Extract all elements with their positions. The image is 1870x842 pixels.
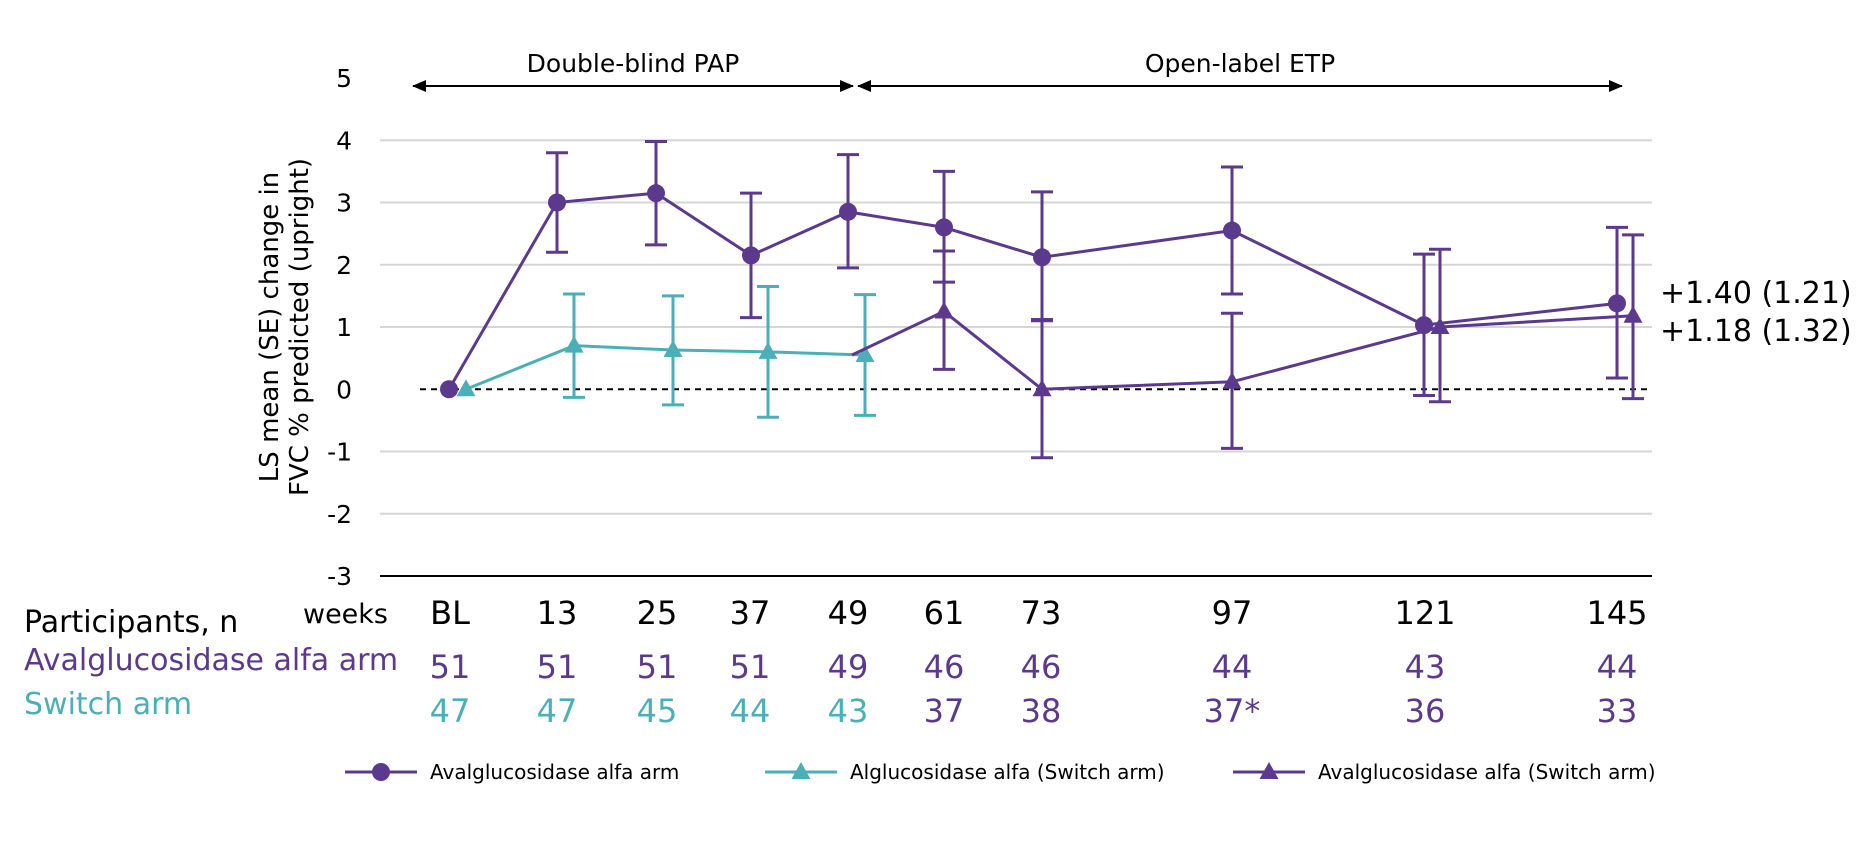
x-tick-label: 49 <box>828 594 869 632</box>
y-tick-label: 0 <box>336 375 352 404</box>
table-cell: 51 <box>537 648 578 686</box>
series-2 <box>851 233 1644 460</box>
table-cell: 36 <box>1405 692 1446 730</box>
table-cell: 44 <box>1212 648 1253 686</box>
table-cell: 43 <box>828 692 869 730</box>
y-tick-label: -3 <box>327 562 352 591</box>
legend-label: Avalglucosidase alfa arm <box>430 760 679 784</box>
table-cell: 47 <box>430 692 471 730</box>
series-1 <box>456 285 876 419</box>
x-tick-label: 13 <box>537 594 578 632</box>
table-row-label: Avalglucosidase alfa arm <box>24 643 398 678</box>
data-point <box>742 246 760 265</box>
x-axis-label: weeks <box>303 599 388 630</box>
x-tick-label: 37 <box>730 594 771 632</box>
x-tick-label: 121 <box>1394 594 1455 632</box>
data-point <box>1623 305 1643 323</box>
table-cell: 33 <box>1597 692 1638 730</box>
series-group <box>440 139 1644 460</box>
data-point <box>663 340 683 358</box>
data-point <box>1223 221 1241 240</box>
series-line <box>465 344 866 391</box>
table-cell: 47 <box>537 692 578 730</box>
end-labels: +1.40 (1.21)+1.18 (1.32) <box>1660 276 1852 349</box>
legend-label: Avalglucosidase alfa (Switch arm) <box>1318 760 1656 784</box>
y-label-line-1: LS mean (SE) change in <box>255 172 285 482</box>
table-cell: 37* <box>1204 692 1261 730</box>
table-header: Participants, n <box>24 605 238 640</box>
table-cell: 45 <box>637 692 678 730</box>
data-point <box>1608 294 1626 313</box>
y-tick-label: -2 <box>327 500 352 529</box>
x-tick-label: 25 <box>637 594 678 632</box>
end-label: +1.40 (1.21) <box>1660 276 1852 311</box>
legend-label: Alglucosidase alfa (Switch arm) <box>850 760 1165 784</box>
table-cell: 51 <box>637 648 678 686</box>
phase-label: Open-label ETP <box>1145 49 1335 78</box>
series-line <box>447 191 1618 391</box>
data-point <box>935 218 953 237</box>
data-point <box>1430 317 1450 334</box>
data-point <box>440 380 458 399</box>
y-axis: 5 4 3 2 1 0 -1 -2 -3 <box>327 64 352 591</box>
table-cell: 51 <box>430 648 471 686</box>
table-cell: 51 <box>730 648 771 686</box>
table-cell: 46 <box>924 648 965 686</box>
y-tick-label: 4 <box>336 126 352 155</box>
data-point <box>934 301 954 319</box>
series-line <box>851 309 1634 391</box>
data-point <box>855 345 875 363</box>
data-point <box>1033 248 1051 267</box>
y-tick-label: 3 <box>336 189 352 218</box>
phase-annotations: Double-blind PAP Open-label ETP <box>412 49 1623 92</box>
data-point <box>1259 762 1279 779</box>
table-cell: 44 <box>1597 648 1638 686</box>
x-tick-label: 97 <box>1212 594 1253 632</box>
y-axis-label: LS mean (SE) change inFVC % predicted (u… <box>255 158 315 496</box>
table-cell: 46 <box>1021 648 1062 686</box>
x-tick-label: 145 <box>1586 594 1647 632</box>
data-point <box>548 193 566 212</box>
data-point <box>758 341 778 359</box>
series-0 <box>440 139 1628 399</box>
table-cell: 38 <box>1021 692 1062 730</box>
data-point <box>1032 379 1052 397</box>
y-label-line-2: FVC % predicted (upright) <box>285 158 315 496</box>
legend: Avalglucosidase alfa arm Alglucosidase al… <box>345 760 1656 784</box>
y-tick-label: 2 <box>336 251 352 280</box>
data-point <box>647 184 665 203</box>
x-tick-label: 61 <box>924 594 965 632</box>
grid-lines <box>380 139 1652 577</box>
end-label: +1.18 (1.32) <box>1660 314 1852 349</box>
data-point <box>564 335 584 353</box>
x-tick-label: BL <box>430 594 470 632</box>
legend-marker <box>372 763 390 781</box>
table-cell: 37 <box>924 692 965 730</box>
table-row-label: Switch arm <box>24 687 192 722</box>
table-cell: 49 <box>828 648 869 686</box>
y-tick-label: 5 <box>336 64 352 93</box>
x-tick-label: 73 <box>1021 594 1062 632</box>
y-tick-label: -1 <box>327 438 352 467</box>
y-tick-label: 1 <box>336 313 352 342</box>
phase-label: Double-blind PAP <box>527 49 740 78</box>
data-point <box>839 202 857 221</box>
data-point <box>1222 371 1242 389</box>
table-cell: 43 <box>1405 648 1446 686</box>
x-axis: BL 13 25 37 49 61 73 97 121 145 weeks <box>303 594 1648 632</box>
data-point <box>791 762 811 779</box>
table-cell: 44 <box>730 692 771 730</box>
data-point <box>456 379 476 397</box>
